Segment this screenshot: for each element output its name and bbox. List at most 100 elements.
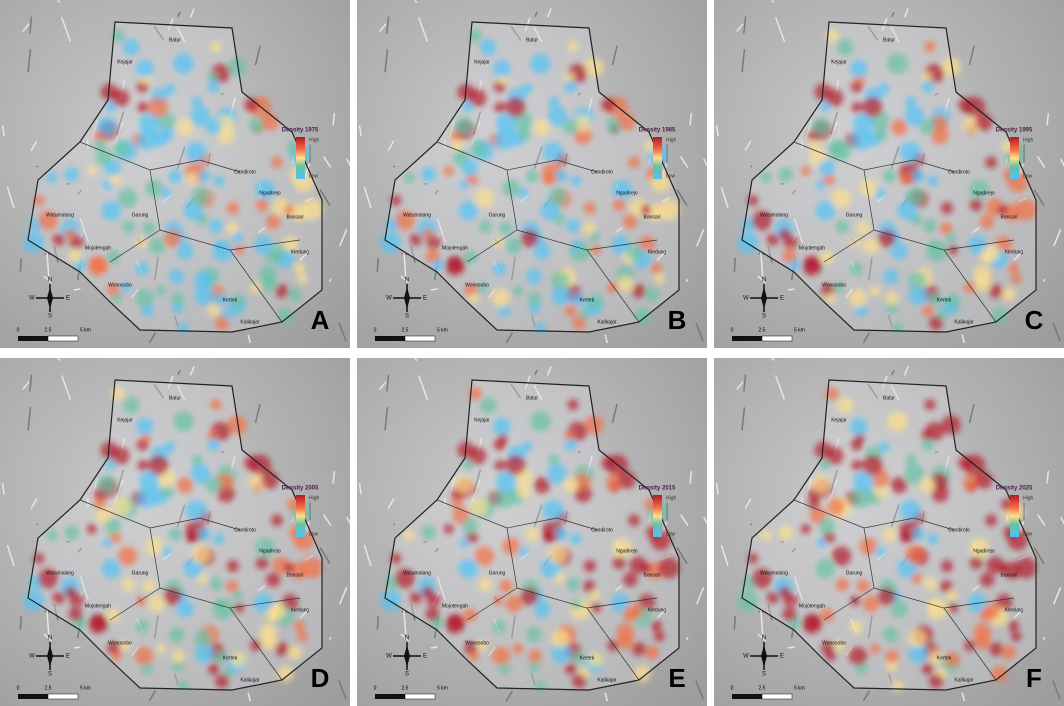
heat-blob bbox=[68, 607, 82, 621]
heat-blob bbox=[421, 525, 436, 540]
place-label: Kejajar bbox=[474, 59, 490, 65]
place-label: Kledung bbox=[1005, 249, 1024, 255]
heat-blob bbox=[618, 113, 636, 131]
heat-blob bbox=[169, 527, 183, 541]
compass-label: E bbox=[66, 296, 70, 302]
heat-blob bbox=[816, 559, 836, 579]
heat-blob bbox=[226, 222, 238, 234]
heat-blob bbox=[186, 173, 198, 185]
heat-blob bbox=[479, 578, 492, 591]
place-label: Kejajar bbox=[117, 417, 133, 423]
place-label: Ngadirejo bbox=[259, 548, 281, 554]
heat-blob bbox=[480, 397, 497, 414]
heat-blob bbox=[850, 262, 863, 275]
heat-blob bbox=[505, 455, 525, 475]
heat-blob bbox=[493, 596, 503, 606]
place-label: Candiroto bbox=[234, 169, 256, 175]
scale-bar-black bbox=[375, 694, 405, 699]
legend-low: Low bbox=[309, 173, 319, 179]
heat-blob bbox=[528, 650, 541, 663]
scale-bar-white bbox=[405, 336, 435, 341]
heat-blob bbox=[991, 308, 1007, 324]
panel-letter: F bbox=[1026, 663, 1042, 693]
heat-blob bbox=[623, 572, 637, 586]
heat-blob bbox=[143, 222, 156, 235]
heat-blob bbox=[87, 524, 97, 534]
heat-blob bbox=[270, 603, 286, 619]
heat-blob bbox=[191, 187, 210, 206]
heat-blob bbox=[410, 591, 422, 603]
heat-blob bbox=[885, 650, 898, 663]
heat-blob bbox=[461, 518, 478, 535]
scale-label: 5 km bbox=[437, 685, 448, 691]
heat-blob bbox=[891, 477, 908, 494]
heat-blob bbox=[922, 80, 934, 92]
heat-blob bbox=[875, 188, 885, 198]
heat-blob bbox=[94, 139, 106, 151]
heat-blob bbox=[521, 230, 539, 248]
heat-blob bbox=[88, 614, 108, 634]
heat-blob bbox=[778, 167, 793, 182]
heat-blob bbox=[518, 546, 528, 556]
legend-high: High bbox=[666, 137, 677, 143]
heat-blob bbox=[543, 173, 555, 185]
heat-blob bbox=[613, 198, 626, 211]
compass-label: W bbox=[743, 654, 749, 660]
heat-blob bbox=[891, 600, 908, 617]
heat-blob bbox=[887, 53, 907, 73]
heat-blob bbox=[227, 560, 239, 572]
heat-blob bbox=[568, 41, 579, 52]
heat-blob bbox=[208, 663, 220, 675]
heat-blob bbox=[297, 273, 308, 284]
heat-blob bbox=[23, 590, 44, 611]
map-panel: BaturKejajarGarungWatumalangMojotengahWo… bbox=[0, 358, 350, 706]
heat-blob bbox=[169, 169, 183, 183]
heat-blob bbox=[271, 156, 283, 168]
heat-blob bbox=[782, 607, 796, 621]
heat-blob bbox=[761, 530, 772, 541]
heat-blob bbox=[627, 245, 643, 261]
legend-low: Low bbox=[1023, 173, 1033, 179]
heat-blob bbox=[261, 471, 279, 489]
heat-blob bbox=[551, 629, 569, 647]
heat-blob bbox=[194, 629, 212, 647]
heat-blob bbox=[451, 139, 463, 151]
heat-blob bbox=[213, 175, 224, 186]
heat-blob bbox=[565, 80, 577, 92]
compass-label: S bbox=[405, 672, 409, 678]
heat-blob bbox=[444, 524, 454, 534]
heat-blob bbox=[123, 397, 140, 414]
heat-blob bbox=[459, 201, 479, 221]
heat-blob bbox=[530, 53, 550, 73]
heat-blob bbox=[194, 271, 212, 289]
place-label: Bansari bbox=[644, 214, 661, 220]
ridge bbox=[734, 616, 735, 630]
heat-blob bbox=[148, 97, 168, 117]
heat-blob bbox=[169, 627, 184, 642]
heat-blob bbox=[570, 533, 581, 544]
legend-ramp bbox=[296, 137, 305, 179]
heat-blob bbox=[818, 160, 835, 177]
heat-blob bbox=[862, 97, 882, 117]
heat-blob bbox=[548, 545, 567, 564]
heat-blob bbox=[136, 238, 146, 248]
map-panel: BaturKejajarGarungWatumalangMojotengahWo… bbox=[714, 0, 1064, 348]
heat-blob bbox=[149, 596, 166, 613]
scale-bar-black bbox=[375, 336, 405, 341]
heat-blob bbox=[177, 477, 194, 494]
heat-blob bbox=[275, 642, 289, 656]
scale-bar-white bbox=[405, 694, 435, 699]
heat-blob bbox=[513, 644, 523, 654]
heat-blob bbox=[208, 80, 220, 92]
heat-blob bbox=[271, 514, 283, 526]
place-label: Wonosobo bbox=[822, 282, 846, 288]
place-label: Mojotengah bbox=[799, 603, 825, 609]
heat-blob bbox=[837, 397, 854, 414]
heat-blob bbox=[563, 119, 579, 135]
heat-blob bbox=[506, 596, 523, 613]
legend-low: Low bbox=[666, 173, 676, 179]
legend-title: Density 2025 bbox=[996, 486, 1033, 492]
place-label: Batur bbox=[883, 395, 895, 401]
heat-blob bbox=[493, 418, 511, 436]
heat-blob bbox=[779, 228, 790, 239]
